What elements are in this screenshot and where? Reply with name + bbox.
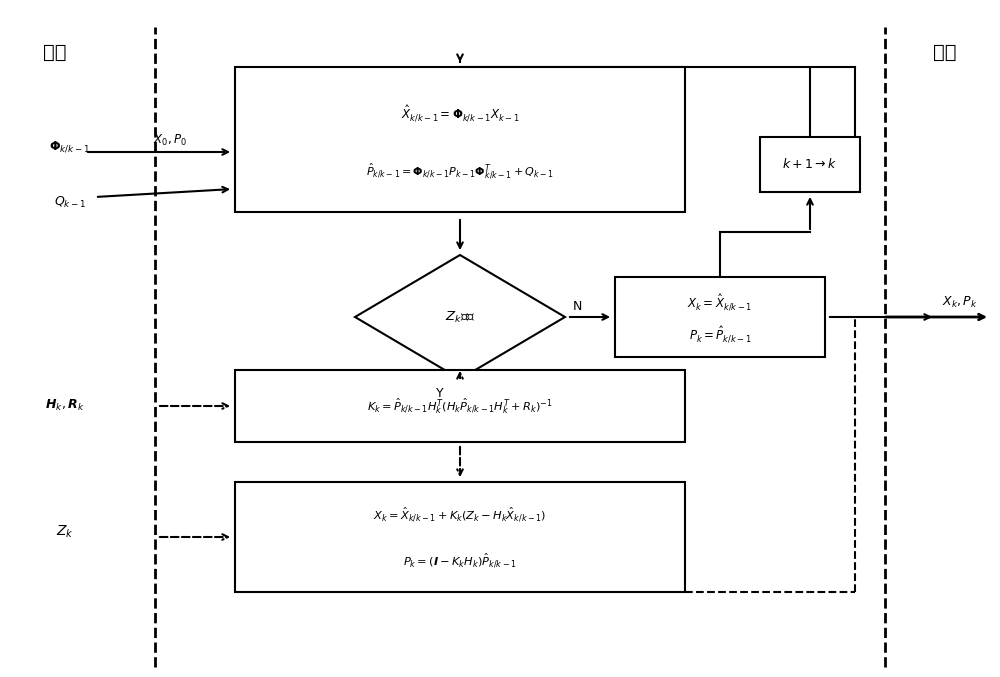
Text: $X_k = \hat{X}_{k/k-1} + K_k(Z_k - H_k\hat{X}_{k/k-1})$: $X_k = \hat{X}_{k/k-1} + K_k(Z_k - H_k\h… — [373, 506, 547, 524]
Text: $Z_k$有效: $Z_k$有效 — [445, 309, 475, 324]
Text: $\hat{X}_{k/k-1} = \boldsymbol{\Phi}_{k/k-1} X_{k-1}$: $\hat{X}_{k/k-1} = \boldsymbol{\Phi}_{k/… — [401, 104, 519, 123]
Text: $X_k = \hat{X}_{k/k-1}$: $X_k = \hat{X}_{k/k-1}$ — [687, 292, 753, 313]
FancyBboxPatch shape — [615, 277, 825, 357]
Text: $P_k = \hat{P}_{k/k-1}$: $P_k = \hat{P}_{k/k-1}$ — [689, 325, 751, 345]
Text: $\boldsymbol{H}_k, \boldsymbol{R}_k$: $\boldsymbol{H}_k, \boldsymbol{R}_k$ — [45, 397, 85, 412]
Text: $\hat{P}_{k/k-1} = \boldsymbol{\Phi}_{k/k-1} P_{k-1} \boldsymbol{\Phi}^T_{k/k-1}: $\hat{P}_{k/k-1} = \boldsymbol{\Phi}_{k/… — [366, 162, 554, 181]
Text: N: N — [572, 301, 582, 313]
Polygon shape — [355, 255, 565, 379]
FancyBboxPatch shape — [760, 137, 860, 192]
Text: $K_k = \hat{P}_{k/k-1} H_k^T (H_k \hat{P}_{k/k-1} H_k^T + R_k)^{-1}$: $K_k = \hat{P}_{k/k-1} H_k^T (H_k \hat{P… — [367, 396, 553, 416]
Text: $\boldsymbol{\Phi}_{k/k-1}$: $\boldsymbol{\Phi}_{k/k-1}$ — [49, 139, 91, 154]
Text: $P_k = (\boldsymbol{I} - K_k H_k)\hat{P}_{k/k-1}$: $P_k = (\boldsymbol{I} - K_k H_k)\hat{P}… — [403, 552, 517, 571]
Text: $Z_k$: $Z_k$ — [56, 524, 74, 540]
Text: Y: Y — [436, 387, 444, 401]
Text: 输出: 输出 — [933, 43, 957, 62]
FancyBboxPatch shape — [235, 67, 685, 212]
FancyBboxPatch shape — [235, 482, 685, 592]
Text: $X_k, P_k$: $X_k, P_k$ — [942, 294, 978, 309]
FancyBboxPatch shape — [235, 370, 685, 442]
Text: $X_0, P_0$: $X_0, P_0$ — [153, 133, 187, 148]
Text: $Q_{k-1}$: $Q_{k-1}$ — [54, 194, 86, 210]
Text: $k+1 \rightarrow k$: $k+1 \rightarrow k$ — [782, 158, 838, 171]
Text: 输入: 输入 — [43, 43, 67, 62]
